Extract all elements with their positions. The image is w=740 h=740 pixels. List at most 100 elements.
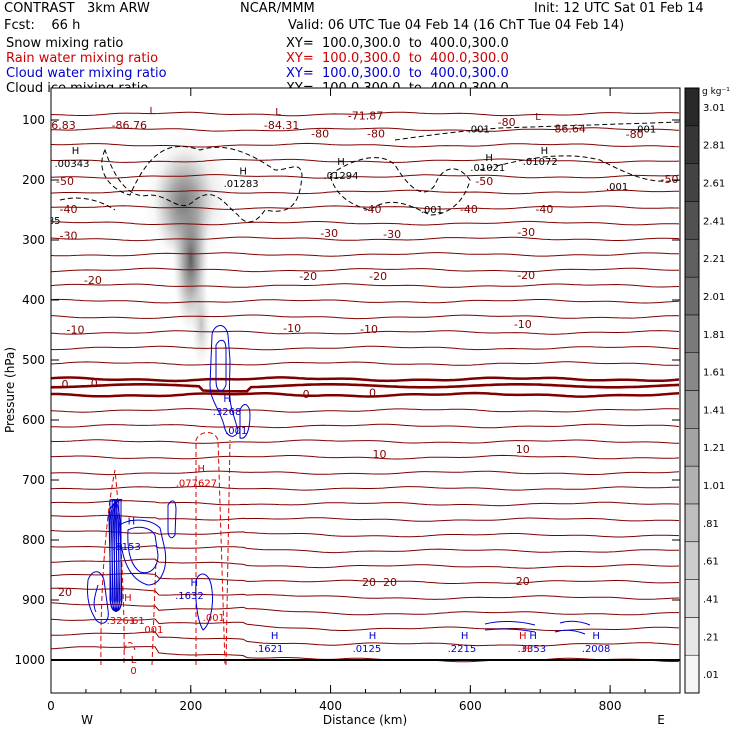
temperature-label: -30 (60, 229, 78, 242)
cloud-contour (484, 628, 536, 633)
high-low-marker: H (72, 146, 80, 157)
cloud-contour (554, 629, 586, 635)
temperature-label: 10 (516, 443, 530, 456)
temperature-label: -40 (535, 203, 553, 216)
y-tick-label: 800 (22, 533, 45, 547)
isotherm-line (51, 205, 679, 210)
temperature-label: -10 (67, 324, 85, 337)
isotherm-line (51, 545, 680, 554)
isotherm-line (51, 530, 680, 538)
temperature-label: -84.31 (264, 119, 299, 132)
high-low-marker: H (485, 153, 493, 164)
temperature-label: -10 (360, 323, 378, 336)
temperature-label: -20 (517, 269, 535, 282)
colorbar-level: 2.81 (703, 141, 725, 152)
colorbar-units: g kg⁻¹ (702, 87, 730, 97)
colorbar-level: 3.01 (703, 103, 725, 114)
cloud-contour (484, 621, 536, 626)
colorbar-segment (684, 579, 700, 618)
isotherm-line (51, 267, 680, 273)
high-low-marker: L (150, 106, 156, 117)
rain-label: 61 (132, 616, 145, 627)
colorbar-level: .41 (703, 595, 719, 606)
temperature-label: -30 (320, 227, 338, 240)
colorbar-level: .61 (703, 557, 719, 568)
init-time: Init: 12 UTC Sat 01 Feb 14 (534, 1, 704, 16)
cloud-label: H (529, 631, 537, 642)
zero-isotherm (51, 383, 680, 393)
isotherm-line (51, 189, 679, 195)
colorbar-frame (684, 87, 700, 694)
x-tick-label: 200 (179, 699, 202, 713)
isotherm-line (51, 631, 680, 647)
high-low-marker: H (239, 167, 247, 178)
isotherms (51, 111, 680, 663)
high-low-marker: L (535, 112, 541, 123)
colorbar-segment (684, 654, 700, 694)
isotherm-line (51, 439, 680, 444)
cloud-label: .1621 (255, 644, 284, 655)
y-tick-label: 200 (22, 173, 45, 187)
rain-label: 0 (130, 666, 136, 677)
temperature-label: -10 (283, 322, 301, 335)
field-cloud-xy: XY= 100.0,300.0 to 400.0,300.0 (286, 66, 509, 81)
temperature-label: -80 (311, 127, 329, 140)
cloud-label: H (592, 631, 600, 642)
temperature-label: 20 (516, 575, 530, 588)
cloud-label: .001 (225, 426, 247, 437)
cloud-label: .2215 (448, 644, 477, 655)
ice-labels: .00343 .001 .001 .001 .001 .01283 .01294 .01021… (41, 125, 656, 227)
temperature-label: 0 (91, 377, 98, 390)
ice-contour (479, 155, 680, 182)
isotherm-line (51, 174, 680, 179)
rain-label: H (198, 464, 206, 475)
temperature-label: -80 (498, 116, 516, 129)
cloud-label: H (271, 631, 279, 642)
valid-time: Valid: 06 UTC Tue 04 Feb 14 (16 ChT Tue … (288, 18, 625, 33)
cloud-contour (127, 526, 159, 574)
cloud-contour (195, 573, 213, 631)
temperature-label: 0 (303, 388, 310, 401)
field-rain-name: Rain water mixing ratio (6, 51, 159, 66)
ice-contour (329, 157, 471, 216)
isotherm-line (51, 454, 680, 460)
cloud-label: .3268 (213, 407, 242, 418)
org-title: NCAR/MMM (240, 1, 315, 16)
cloud-contour (209, 325, 239, 437)
colorbar-segment (684, 428, 700, 467)
field-snow-xy: XY= 100.0,300.0 to 400.0,300.0 (286, 36, 509, 51)
x-tick-label: 400 (319, 699, 342, 713)
isotherm-line (51, 158, 680, 164)
colorbar-level: 1.61 (703, 368, 725, 379)
temperature-label: -50 (661, 173, 679, 186)
isotherm-line (51, 298, 680, 304)
ice-label: 185 (41, 216, 60, 227)
rain-contour (195, 432, 226, 666)
isotherm-line (51, 111, 680, 117)
temperature-label: -30 (383, 228, 401, 241)
isotherm-line (51, 127, 680, 132)
isotherm-line (51, 500, 680, 507)
colorbar-level: 1.41 (703, 405, 725, 416)
isotherm-line (51, 486, 680, 491)
rain-label: .001 (203, 613, 225, 624)
temperature-label: 20 (383, 576, 397, 589)
isotherm-line (51, 345, 680, 351)
cloud-label: .3353 (517, 644, 546, 655)
temperature-label: -40 (364, 203, 382, 216)
temperature-labels: -86.76 -84.31 -71.87 -86.83 -86.64 -80 -80 -80 -… (51, 109, 679, 598)
temperature-label: -20 (84, 274, 102, 287)
colorbar-segment (684, 465, 700, 505)
y-axis-label: Pressure (hPa) (3, 347, 17, 433)
cloud-contours (87, 325, 591, 635)
y-tick-label: 600 (22, 413, 45, 427)
y-tick-label: 100 (22, 113, 45, 127)
rain-label: H (522, 644, 530, 655)
east-label: E (657, 713, 665, 727)
colorbar-segment (684, 352, 700, 391)
temperature-label: -20 (299, 270, 317, 283)
rain-contours (100, 432, 231, 666)
rain-label: .077627 (176, 479, 217, 490)
ice-label: .01294 (324, 171, 359, 182)
